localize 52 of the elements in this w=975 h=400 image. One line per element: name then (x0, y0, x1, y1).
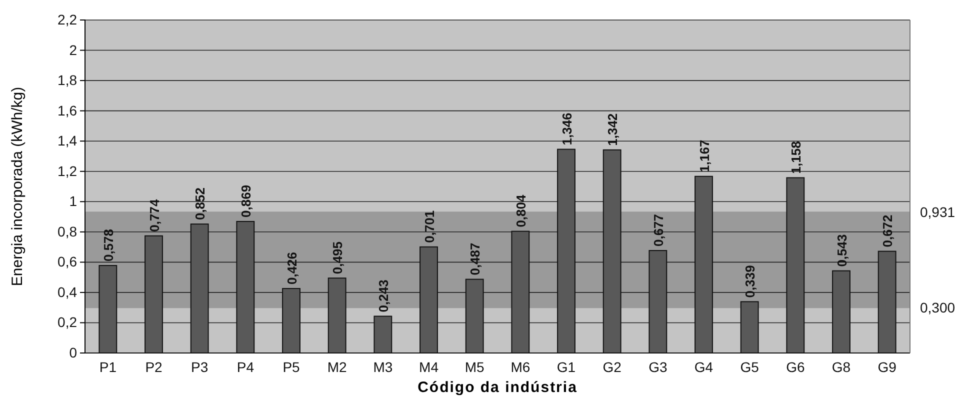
data-label: 0,487 (468, 242, 483, 276)
y-tick-label: 0,8 (58, 223, 78, 240)
data-label: 1,167 (696, 140, 712, 172)
data-label: 1,342 (605, 113, 620, 146)
x-tick-label: M3 (373, 358, 393, 375)
x-tick-label: P4 (236, 358, 254, 375)
data-label: 0,804 (513, 194, 528, 228)
x-tick-label: G2 (602, 358, 622, 375)
y-tick-label: 1 (69, 193, 78, 210)
x-tick-label: G6 (786, 358, 805, 375)
data-label: 0,543 (834, 234, 850, 267)
x-tick-label: P1 (99, 358, 117, 375)
y-tick-label: 1,4 (58, 132, 78, 149)
x-tick-label: P3 (191, 358, 208, 375)
data-label: 0,578 (100, 228, 116, 262)
x-tick-label: G5 (740, 358, 760, 375)
data-label: 0,869 (238, 184, 254, 218)
x-axis-title: Código da indústria (418, 379, 578, 396)
x-tick-label: P5 (282, 358, 300, 375)
data-label: 0,677 (650, 214, 666, 247)
y-tick-label: 2 (69, 42, 78, 58)
y-tick-label: 1,2 (58, 162, 78, 179)
y-tick-label: 1,8 (58, 72, 78, 88)
data-label: 0,426 (284, 252, 300, 285)
x-tick-label: G4 (694, 358, 714, 375)
y-tick-label: 0,2 (58, 314, 78, 330)
x-tick-label: P2 (145, 358, 163, 375)
x-tick-label: G9 (878, 358, 897, 375)
data-label: 0,243 (376, 280, 391, 312)
y-tick-label: 1,6 (58, 102, 78, 118)
data-label: 1,346 (559, 112, 574, 146)
data-label: 0,339 (742, 265, 758, 298)
data-label: 0,774 (146, 198, 162, 232)
y-axis-title: Energia incorporada (kWh/kg) (9, 86, 26, 286)
x-tick-label: G8 (832, 358, 851, 375)
data-label: 0,495 (330, 242, 346, 274)
data-label: 0,852 (192, 187, 208, 220)
x-tick-label: G3 (648, 358, 668, 375)
x-tick-label: M4 (419, 358, 439, 375)
y-tick-label: 0 (69, 344, 78, 360)
ref-line-label: 0,300 (920, 300, 956, 316)
x-tick-label: M6 (510, 358, 530, 375)
data-label: 0,672 (880, 214, 896, 248)
x-tick-label: M5 (464, 358, 485, 375)
ref-line-label: 0,931 (920, 204, 956, 220)
x-tick-label: M2 (327, 358, 348, 375)
data-label: 0,701 (422, 210, 437, 243)
x-tick-label: G1 (556, 358, 576, 375)
y-tick-label: 0,6 (58, 254, 78, 270)
y-tick-label: 2,2 (58, 11, 78, 28)
y-tick-label: 0,4 (58, 284, 78, 300)
data-label: 1,158 (788, 141, 804, 174)
